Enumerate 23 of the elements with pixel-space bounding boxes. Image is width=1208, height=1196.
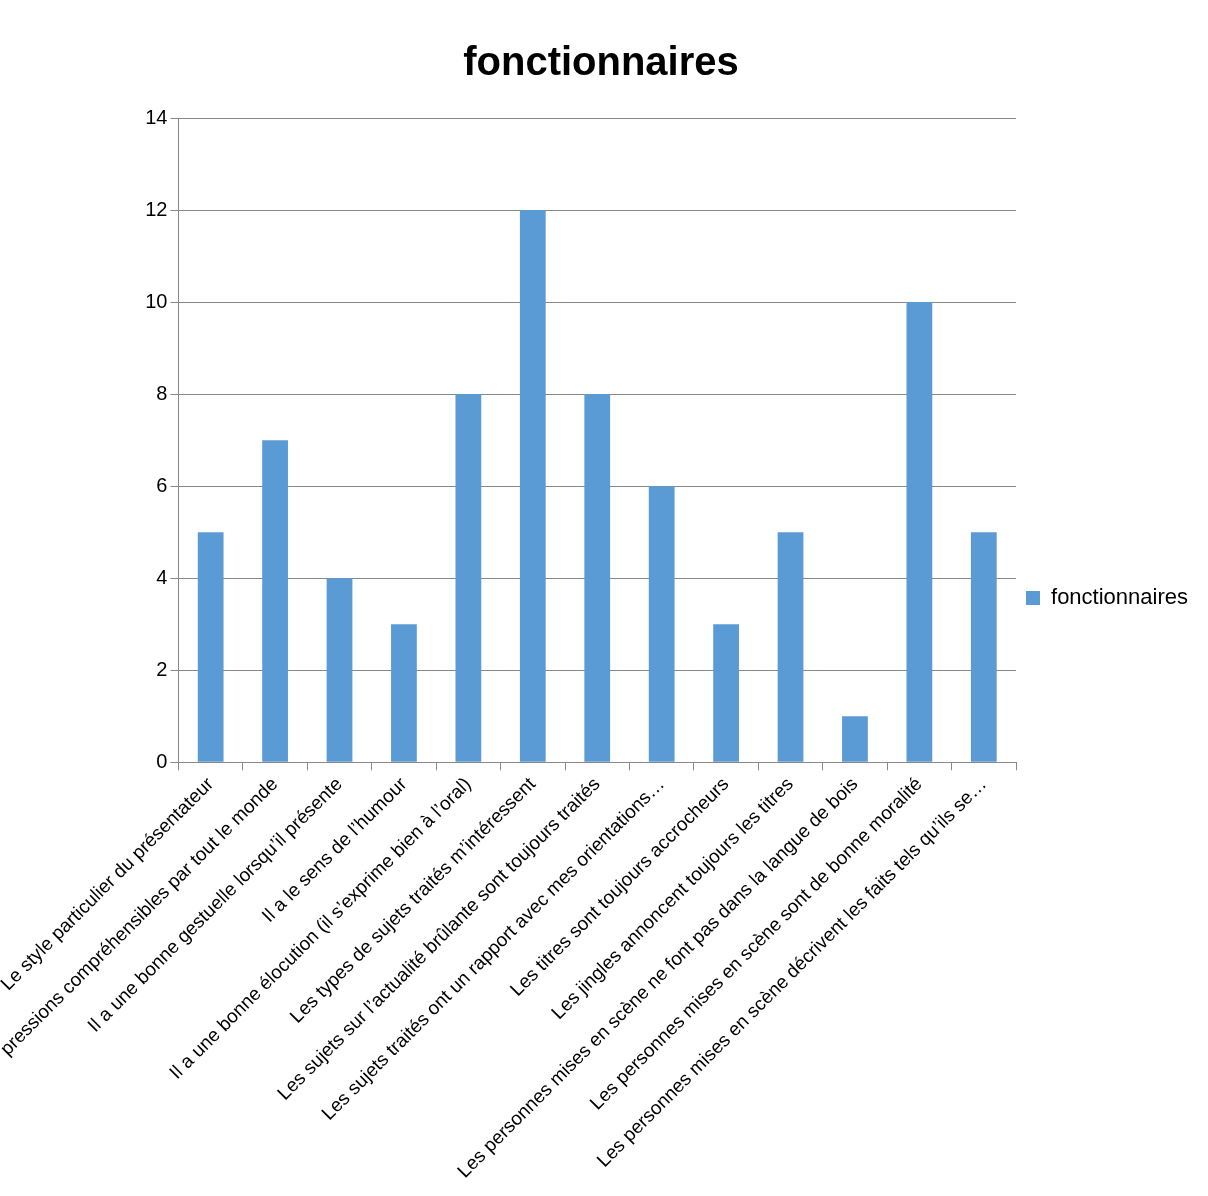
- bar: [326, 578, 353, 762]
- chart-title: fonctionnaires: [463, 39, 739, 84]
- y-tick-label: 10: [145, 289, 168, 312]
- bar: [777, 532, 804, 762]
- y-tick-label: 4: [156, 565, 168, 588]
- bar: [197, 532, 224, 762]
- bar: [648, 486, 675, 762]
- y-tick-label: 14: [145, 105, 168, 128]
- bar: [262, 440, 288, 762]
- y-tick-label: 12: [145, 197, 168, 220]
- bar: [906, 302, 933, 762]
- bar: [455, 394, 482, 762]
- bar: [391, 624, 417, 762]
- bar: [713, 624, 739, 762]
- y-tick-label: 6: [156, 473, 168, 496]
- bar: [842, 716, 868, 762]
- y-tick-label: 8: [156, 381, 168, 404]
- legend-label: fonctionnaires: [1051, 584, 1189, 610]
- y-tick-label: 0: [156, 749, 168, 772]
- bar: [519, 210, 546, 762]
- bar: [970, 532, 997, 762]
- bar: [584, 394, 611, 762]
- y-tick-label: 2: [156, 657, 168, 680]
